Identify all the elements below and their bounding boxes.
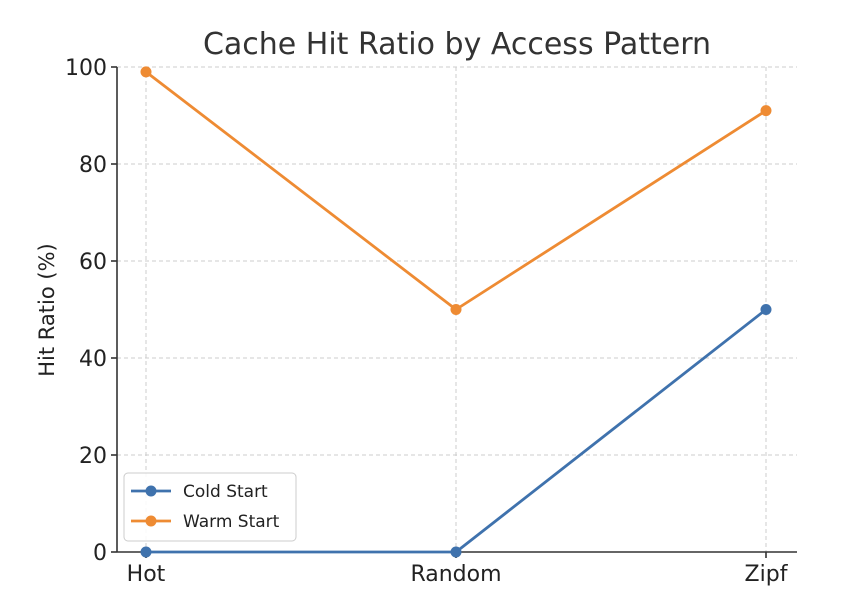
legend-label-1: Warm Start — [183, 512, 280, 532]
x-tick-label-2: Zipf — [745, 562, 789, 587]
data-point-1-0 — [140, 66, 152, 78]
y-tick-label-4: 80 — [79, 153, 107, 178]
x-tick-label-1: Random — [410, 562, 501, 587]
y-tick-label-0: 0 — [93, 541, 107, 566]
tick-labels: 0 20 40 60 80 100 Hot Random Zipf — [65, 56, 789, 587]
y-tick-label-5: 100 — [65, 56, 107, 81]
legend-label-0: Cold Start — [183, 482, 268, 502]
legend-swatch-marker-0 — [145, 485, 157, 497]
data-point-1-2 — [760, 105, 772, 117]
data-point-0-2 — [760, 304, 772, 315]
data-point-0-1 — [450, 546, 462, 558]
y-axis-label: Hit Ratio (%) — [35, 243, 59, 376]
chart-title: Cache Hit Ratio by Access Pattern — [203, 27, 711, 62]
legend: Cold Start Warm Start — [123, 472, 297, 542]
data-point-1-1 — [450, 304, 462, 315]
y-tick-label-3: 60 — [79, 250, 107, 275]
grid — [117, 66, 797, 553]
y-tick-label-2: 40 — [79, 347, 107, 372]
series — [140, 66, 772, 558]
data-point-0-0 — [140, 546, 152, 558]
y-tick-label-1: 20 — [79, 444, 107, 469]
x-tick-label-0: Hot — [127, 562, 166, 587]
legend-swatch-marker-1 — [145, 515, 157, 527]
